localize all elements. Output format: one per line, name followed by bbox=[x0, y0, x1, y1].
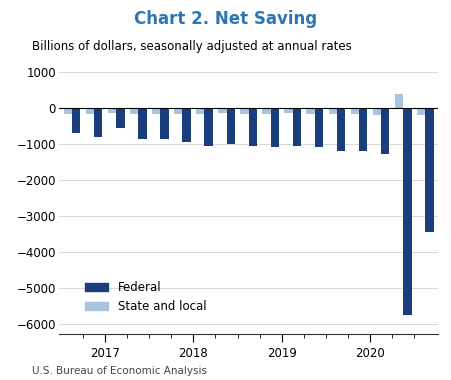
Bar bbox=[107, 108, 116, 113]
Bar bbox=[138, 108, 146, 139]
Bar bbox=[394, 94, 402, 108]
Bar bbox=[248, 108, 257, 146]
Bar bbox=[424, 108, 433, 232]
Bar bbox=[152, 108, 160, 114]
Bar bbox=[284, 108, 292, 112]
Bar bbox=[218, 108, 226, 113]
Bar bbox=[416, 108, 424, 116]
Bar bbox=[196, 108, 204, 114]
Bar bbox=[328, 108, 336, 114]
Bar bbox=[204, 108, 212, 146]
Bar bbox=[239, 108, 248, 114]
Bar bbox=[64, 108, 72, 114]
Bar bbox=[174, 108, 182, 114]
Bar bbox=[402, 108, 410, 315]
Legend: Federal, State and local: Federal, State and local bbox=[80, 276, 211, 318]
Bar bbox=[182, 108, 190, 142]
Bar bbox=[160, 108, 168, 139]
Bar bbox=[292, 108, 300, 146]
Bar bbox=[306, 108, 314, 114]
Bar bbox=[226, 108, 235, 144]
Bar bbox=[372, 108, 380, 115]
Bar bbox=[116, 108, 124, 128]
Bar bbox=[270, 108, 278, 147]
Bar bbox=[358, 108, 367, 151]
Text: Chart 2. Net Saving: Chart 2. Net Saving bbox=[134, 10, 317, 27]
Bar bbox=[314, 108, 322, 147]
Bar bbox=[350, 108, 358, 114]
Bar bbox=[72, 108, 80, 133]
Text: U.S. Bureau of Economic Analysis: U.S. Bureau of Economic Analysis bbox=[32, 366, 206, 376]
Bar bbox=[86, 108, 94, 114]
Bar bbox=[94, 108, 102, 137]
Bar bbox=[262, 108, 270, 114]
Bar bbox=[129, 108, 138, 114]
Text: Billions of dollars, seasonally adjusted at annual rates: Billions of dollars, seasonally adjusted… bbox=[32, 40, 350, 53]
Bar bbox=[336, 108, 345, 151]
Bar bbox=[380, 108, 389, 154]
